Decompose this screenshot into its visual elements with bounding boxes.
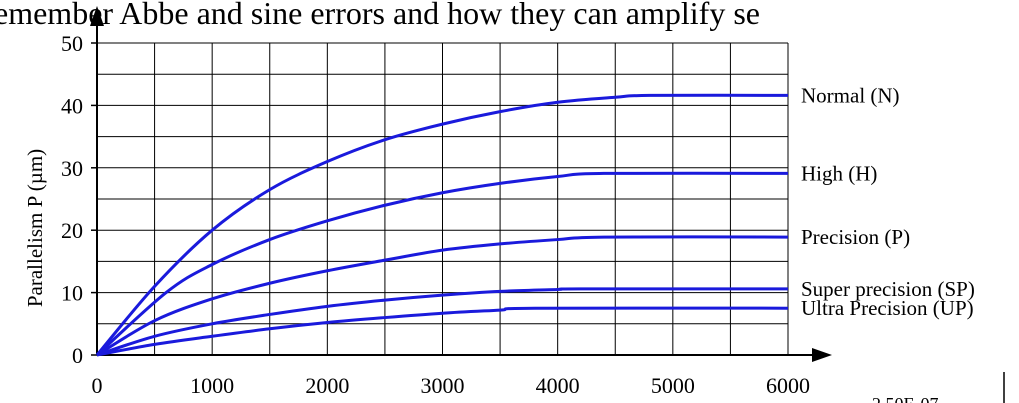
- top-caption: emember Abbe and sine errors and how the…: [0, 0, 760, 31]
- series-label: High (H): [801, 161, 877, 185]
- series-label: Precision (P): [801, 225, 910, 249]
- series-line: [96, 287, 789, 357]
- y-tick-label: 30: [61, 156, 83, 181]
- series-label: Normal (N): [801, 83, 900, 107]
- x-tick-label: 5000: [651, 373, 695, 398]
- y-tick-label: 50: [61, 31, 83, 56]
- series-line: [95, 171, 789, 357]
- x-axis-arrowhead: [812, 348, 832, 362]
- x-tick-label: 2000: [305, 373, 349, 398]
- y-tick-label: 10: [61, 281, 83, 306]
- series-line: [96, 235, 789, 357]
- y-tick-label: 20: [61, 218, 83, 243]
- series-label: Super precision (SP): [801, 277, 975, 301]
- tick-labels: 0 10 20 30 40 50 0 1000 2000 3000 4000 5000 6000: [61, 31, 810, 398]
- y-tick-label: 40: [61, 93, 83, 118]
- x-tick-label: 0: [92, 373, 103, 398]
- x-tick-label: 1000: [190, 373, 234, 398]
- series-lines: [95, 93, 789, 357]
- x-tick-label: 6000: [766, 373, 810, 398]
- corner-text: 2.50E-07: [872, 394, 939, 403]
- x-tick-label: 4000: [536, 373, 580, 398]
- grid: [97, 42, 789, 355]
- line-labels: Normal (N) High (H) Precision (P) Super pre…: [801, 83, 975, 320]
- y-axis-arrowhead: [90, 6, 104, 26]
- y-tick-label: 0: [72, 343, 83, 368]
- series-line: [95, 93, 789, 356]
- series-label: Ultra Precision (UP): [801, 296, 974, 320]
- series-line: [96, 306, 789, 357]
- x-tick-label: 3000: [421, 373, 465, 398]
- axes: [90, 6, 832, 362]
- y-axis-label: Parallelism P (µm): [23, 149, 47, 307]
